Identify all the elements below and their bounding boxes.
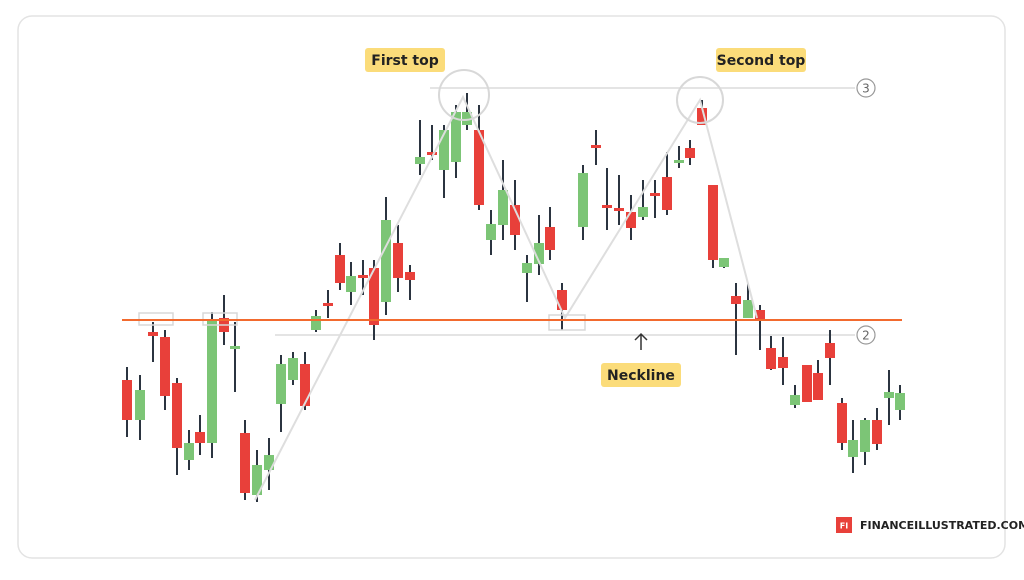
candle-body: [264, 455, 274, 470]
logo-text: FINANCEILLUSTRATED.COM: [860, 519, 1024, 532]
candle-body: [381, 220, 391, 302]
first-top-circle: [438, 69, 490, 121]
candle-body: [358, 275, 368, 278]
candle-body: [207, 320, 217, 443]
candle-body: [474, 130, 484, 205]
marker-label: 3: [862, 82, 870, 96]
candle-body: [743, 300, 753, 318]
candle-body: [578, 173, 588, 227]
candle-body: [288, 358, 298, 380]
candle-body: [486, 224, 496, 240]
candle-body: [790, 395, 800, 405]
candle-body: [848, 440, 858, 457]
label-box: [716, 48, 806, 72]
candle-body: [311, 316, 321, 330]
neckline-label: Neckline: [607, 368, 675, 384]
candle-body: [860, 420, 870, 452]
candle-body: [393, 243, 403, 278]
candle-body: [439, 130, 449, 170]
candle-body: [708, 185, 718, 260]
candle-body: [602, 205, 612, 208]
candle-body: [614, 208, 624, 211]
candle-body: [346, 276, 356, 292]
candle-body: [276, 364, 286, 404]
candle-body: [545, 227, 555, 250]
second-top-label: Second top: [717, 53, 806, 69]
marker-label: 2: [862, 329, 870, 343]
candle-body: [766, 348, 776, 369]
candle-body: [802, 365, 812, 402]
candle-body: [522, 263, 532, 273]
candle-body: [230, 346, 240, 349]
pattern-path: [254, 94, 758, 501]
candle-body: [662, 177, 672, 210]
candle-body: [323, 303, 333, 306]
candle-body: [135, 390, 145, 420]
candle-body: [498, 190, 508, 225]
candle-body: [405, 272, 415, 280]
candle-body: [451, 112, 461, 162]
candle-body: [697, 108, 707, 125]
candle-body: [825, 343, 835, 358]
label-box: [601, 363, 681, 387]
candle-body: [731, 296, 741, 304]
candle-body: [335, 255, 345, 283]
candle-body: [462, 112, 472, 125]
marker-circle: [856, 325, 876, 345]
candle-body: [160, 337, 170, 396]
card: [17, 15, 1006, 559]
candle-body: [427, 152, 437, 155]
candle-body: [884, 392, 894, 398]
candle-body: [172, 383, 182, 448]
candle-body: [300, 364, 310, 406]
candle-body: [626, 212, 636, 228]
marker-circle: [856, 78, 876, 98]
candle-body: [195, 432, 205, 443]
label-box: [365, 48, 445, 72]
first-top-label: First top: [371, 53, 439, 69]
candle-body: [895, 393, 905, 410]
candle-body: [184, 443, 194, 460]
candle-body: [240, 433, 250, 493]
candle-body: [813, 373, 823, 400]
candle-body: [148, 332, 158, 336]
candle-body: [369, 268, 379, 325]
candle-body: [872, 420, 882, 444]
candle-body: [719, 258, 729, 267]
candle-body: [252, 465, 262, 495]
trough-box: [548, 314, 586, 331]
candle-body: [755, 310, 765, 320]
candle-body: [638, 207, 648, 217]
candle-body: [685, 148, 695, 158]
second-top-circle: [676, 76, 724, 124]
candle-body: [674, 160, 684, 163]
logo-icon: [836, 517, 852, 533]
candle-body: [122, 380, 132, 420]
neckline-arrow: [634, 332, 648, 350]
candle-body: [510, 205, 520, 235]
candle-body: [650, 193, 660, 196]
candle-body: [591, 145, 601, 148]
candle-body: [837, 403, 847, 443]
candle-body: [557, 290, 567, 310]
logo-icon-text: FI: [840, 522, 848, 531]
candle-body: [778, 357, 788, 368]
candle-body: [534, 243, 544, 264]
candle-body: [415, 157, 425, 164]
